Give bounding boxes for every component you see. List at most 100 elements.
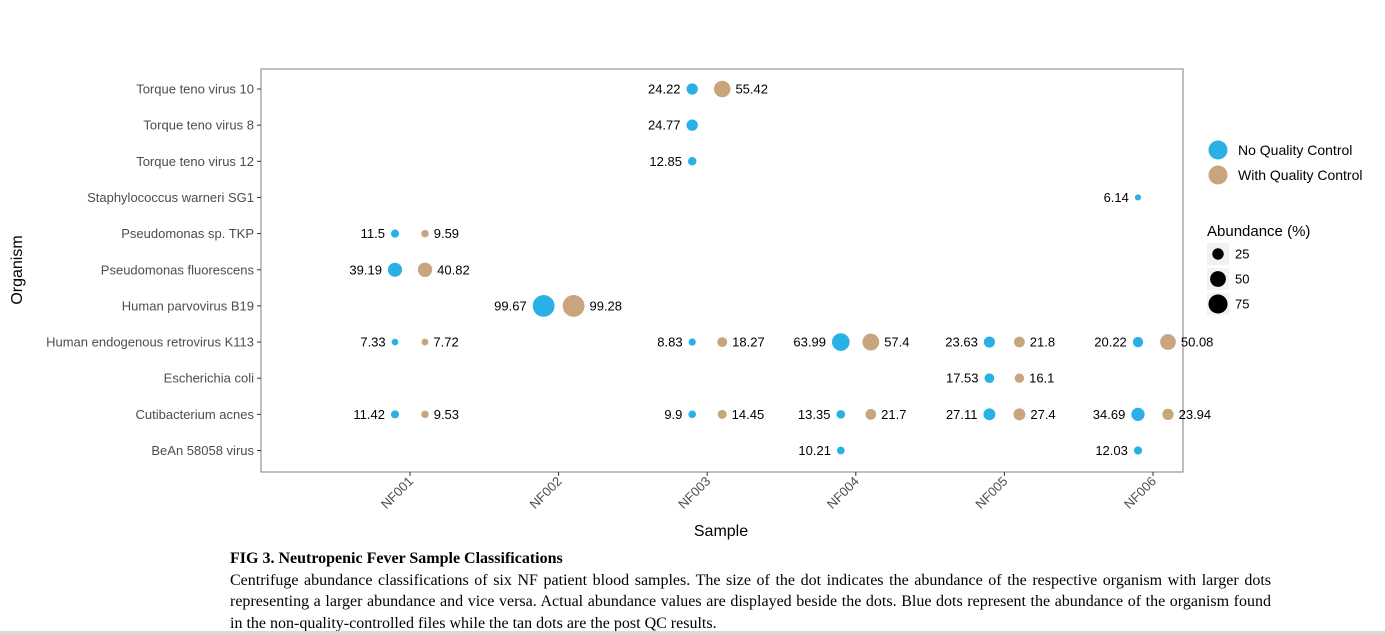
- legend-size-key-25: [1212, 248, 1224, 260]
- data-label-with-quality-control-nf001-cutibacterium-acnes: 9.53: [434, 407, 459, 422]
- point-with-quality-control-nf001-human-endogenous-retrovirus-k113: [421, 338, 429, 346]
- point-with-quality-control-nf002-human-parvovirus-b19: [562, 295, 585, 317]
- y-tick-label-human-parvovirus-b19: Human parvovirus B19: [122, 298, 254, 313]
- data-label-no-quality-control-nf006-human-endogenous-retrovirus-k113: 20.22: [1094, 335, 1127, 350]
- data-label-with-quality-control-nf003-torque-teno-virus-10: 55.42: [735, 82, 768, 97]
- data-label-with-quality-control-nf005-escherichia-coli: 16.1: [1029, 371, 1054, 386]
- data-label-with-quality-control-nf003-cutibacterium-acnes: 14.45: [732, 407, 765, 422]
- data-label-no-quality-control-nf006-staphylococcus-warneri-sg1: 6.14: [1104, 190, 1129, 205]
- figure-caption: FIG 3. Neutropenic Fever Sample Classifi…: [230, 548, 1271, 634]
- x-axis-title: Sample: [694, 523, 748, 540]
- data-label-with-quality-control-nf005-cutibacterium-acnes: 27.4: [1030, 407, 1055, 422]
- data-label-no-quality-control-nf001-human-endogenous-retrovirus-k113: 7.33: [360, 335, 385, 350]
- data-label-no-quality-control-nf003-cutibacterium-acnes: 9.9: [664, 407, 682, 422]
- legend-size-title: Abundance (%): [1207, 223, 1310, 240]
- legend-key-with-qc: [1208, 165, 1228, 185]
- point-no-quality-control-nf003-torque-teno-virus-8: [686, 119, 698, 131]
- data-label-no-quality-control-nf001-pseudomonas-fluorescens: 39.19: [349, 262, 382, 277]
- legend: No Quality Control With Quality Control …: [1207, 140, 1362, 315]
- point-no-quality-control-nf001-pseudomonas-sp-tkp: [390, 229, 400, 238]
- data-label-with-quality-control-nf004-cutibacterium-acnes: 21.7: [881, 407, 906, 422]
- point-no-quality-control-nf001-pseudomonas-fluorescens: [387, 262, 403, 277]
- point-no-quality-control-nf005-cutibacterium-acnes: [983, 408, 996, 421]
- data-label-no-quality-control-nf001-pseudomonas-sp-tkp: 11.5: [361, 226, 385, 241]
- point-with-quality-control-nf001-pseudomonas-fluorescens: [417, 262, 433, 277]
- legend-size-label-50: 50: [1235, 272, 1249, 287]
- data-label-with-quality-control-nf001-pseudomonas-fluorescens: 40.82: [437, 262, 470, 277]
- data-label-no-quality-control-nf004-bean-58058-virus: 10.21: [798, 443, 831, 458]
- data-label-no-quality-control-nf006-cutibacterium-acnes: 34.69: [1093, 407, 1126, 422]
- point-no-quality-control-nf003-torque-teno-virus-12: [687, 157, 697, 166]
- point-with-quality-control-nf003-cutibacterium-acnes: [717, 409, 727, 419]
- point-no-quality-control-nf004-human-endogenous-retrovirus-k113: [831, 333, 850, 351]
- point-no-quality-control-nf005-escherichia-coli: [984, 373, 995, 384]
- x-axis: NF001 NF002 NF003 NF004 NF005 NF006: [378, 472, 1159, 512]
- point-no-quality-control-nf006-staphylococcus-warneri-sg1: [1134, 194, 1142, 201]
- legend-size-key-75: [1208, 294, 1228, 314]
- point-with-quality-control-nf006-cutibacterium-acnes: [1162, 408, 1174, 420]
- y-tick-label-staphylococcus-warneri-sg1: Staphylococcus warneri SG1: [87, 190, 254, 205]
- y-tick-label-cutibacterium-acnes: Cutibacterium acnes: [136, 407, 255, 422]
- data-label-no-quality-control-nf006-bean-58058-virus: 12.03: [1095, 443, 1128, 458]
- x-tick-label-nf006: NF006: [1121, 474, 1159, 512]
- y-tick-label-bean-58058-virus: BeAn 58058 virus: [151, 443, 254, 458]
- x-tick-label-nf001: NF001: [378, 474, 416, 512]
- y-tick-label-human-endogenous-retrovirus-k113: Human endogenous retrovirus K113: [46, 335, 254, 350]
- data-label-with-quality-control-nf001-human-endogenous-retrovirus-k113: 7.72: [433, 335, 458, 350]
- data-label-no-quality-control-nf003-torque-teno-virus-10: 24.22: [648, 82, 681, 97]
- legend-key-no-qc: [1208, 140, 1228, 160]
- point-with-quality-control-nf001-pseudomonas-sp-tkp: [421, 229, 429, 238]
- legend-label-no-qc: No Quality Control: [1238, 142, 1352, 158]
- data-label-with-quality-control-nf002-human-parvovirus-b19: 99.28: [589, 298, 622, 313]
- point-no-quality-control-nf003-cutibacterium-acnes: [688, 410, 696, 419]
- point-with-quality-control-nf005-escherichia-coli: [1014, 373, 1025, 383]
- plot-panel: [260, 68, 1184, 473]
- data-label-no-quality-control-nf003-human-endogenous-retrovirus-k113: 8.83: [657, 335, 682, 350]
- legend-size-key-50: [1210, 271, 1226, 287]
- legend-size-label-25: 25: [1235, 247, 1249, 262]
- point-with-quality-control-nf005-cutibacterium-acnes: [1013, 408, 1026, 421]
- x-tick-label-nf003: NF003: [675, 474, 713, 512]
- point-with-quality-control-nf004-human-endogenous-retrovirus-k113: [862, 333, 880, 351]
- point-no-quality-control-nf001-human-endogenous-retrovirus-k113: [391, 338, 399, 346]
- point-no-quality-control-nf006-bean-58058-virus: [1133, 446, 1143, 455]
- data-label-no-quality-control-nf004-human-endogenous-retrovirus-k113: 63.99: [793, 335, 826, 350]
- point-no-quality-control-nf001-cutibacterium-acnes: [390, 410, 400, 419]
- data-label-no-quality-control-nf005-escherichia-coli: 17.53: [946, 371, 979, 386]
- x-tick-label-nf004: NF004: [824, 474, 862, 512]
- data-points: 24.22 24.77 12.85 6.14 11.5 39.19 99.67 7.33 8.8…: [349, 80, 1214, 458]
- point-no-quality-control-nf003-human-endogenous-retrovirus-k113: [688, 338, 696, 346]
- data-label-with-quality-control-nf006-human-endogenous-retrovirus-k113: 50.08: [1181, 335, 1214, 350]
- point-no-quality-control-nf002-human-parvovirus-b19: [532, 294, 555, 317]
- data-label-with-quality-control-nf006-cutibacterium-acnes: 23.94: [1179, 407, 1212, 422]
- point-with-quality-control-nf004-cutibacterium-acnes: [865, 408, 877, 420]
- data-label-no-quality-control-nf002-human-parvovirus-b19: 99.67: [494, 298, 527, 313]
- point-no-quality-control-nf005-human-endogenous-retrovirus-k113: [983, 336, 995, 348]
- y-tick-label-pseudomonas-sp-tkp: Pseudomonas sp. TKP: [121, 226, 254, 241]
- data-label-with-quality-control-nf001-pseudomonas-sp-tkp: 9.59: [434, 226, 459, 241]
- bottom-divider: [0, 631, 1385, 634]
- point-no-quality-control-nf006-cutibacterium-acnes: [1131, 407, 1145, 421]
- legend-size-label-75: 75: [1235, 297, 1249, 312]
- point-with-quality-control-nf003-human-endogenous-retrovirus-k113: [717, 337, 728, 348]
- data-label-with-quality-control-nf004-human-endogenous-retrovirus-k113: 57.4: [884, 335, 909, 350]
- data-label-no-quality-control-nf003-torque-teno-virus-8: 24.77: [648, 118, 681, 133]
- point-no-quality-control-nf003-torque-teno-virus-10: [686, 83, 698, 95]
- data-label-with-quality-control-nf005-human-endogenous-retrovirus-k113: 21.8: [1030, 335, 1055, 350]
- data-label-no-quality-control-nf001-cutibacterium-acnes: 11.42: [353, 407, 385, 422]
- x-tick-label-nf005: NF005: [972, 474, 1010, 512]
- point-with-quality-control-nf005-human-endogenous-retrovirus-k113: [1014, 336, 1025, 348]
- point-with-quality-control-nf003-torque-teno-virus-10: [713, 80, 731, 98]
- y-tick-label-torque-teno-virus-10: Torque teno virus 10: [136, 82, 254, 97]
- y-axis: Torque teno virus 10 Torque teno virus 8 T…: [46, 82, 261, 458]
- point-no-quality-control-nf006-human-endogenous-retrovirus-k113: [1132, 336, 1144, 348]
- point-with-quality-control-nf001-cutibacterium-acnes: [421, 410, 429, 419]
- legend-label-with-qc: With Quality Control: [1238, 167, 1362, 183]
- point-no-quality-control-nf004-cutibacterium-acnes: [836, 410, 846, 419]
- y-tick-label-torque-teno-virus-12: Torque teno virus 12: [136, 154, 254, 169]
- caption-body: Centrifuge abundance classifications of …: [230, 571, 1271, 632]
- x-tick-label-nf002: NF002: [527, 474, 565, 512]
- data-label-no-quality-control-nf003-torque-teno-virus-12: 12.85: [649, 154, 682, 169]
- y-tick-label-pseudomonas-fluorescens: Pseudomonas fluorescens: [101, 262, 255, 277]
- y-tick-label-escherichia-coli: Escherichia coli: [164, 371, 254, 386]
